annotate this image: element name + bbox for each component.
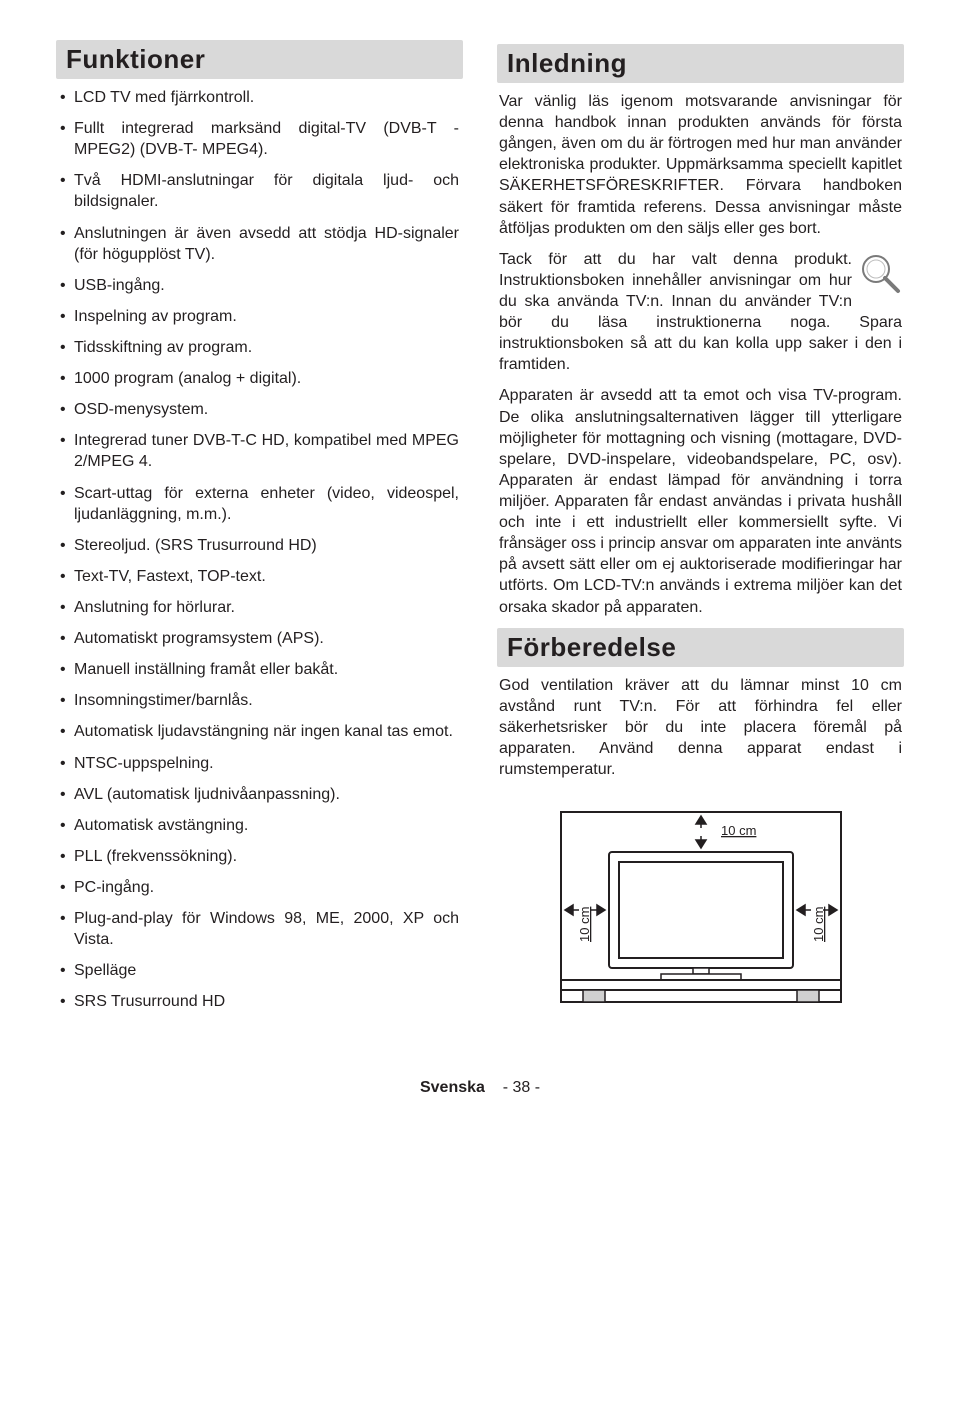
ventilation-diagram: 10 cm 10 cm [497,802,904,1022]
diagram-label-top: 10 cm [721,823,756,838]
list-item: Text-TV, Fastext, TOP-text. [60,566,459,587]
list-item: OSD-menysystem. [60,399,459,420]
list-item: SRS Trusurround HD [60,991,459,1012]
footer-language: Svenska [420,1079,485,1096]
two-column-layout: Funktioner LCD TV med fjärrkontroll. Ful… [56,40,904,1023]
list-item: Inspelning av program. [60,306,459,327]
list-item: Scart-uttag för externa enheter (video, … [60,483,459,525]
list-item: AVL (automatisk ljudnivåanpassning). [60,784,459,805]
list-item: Anslutning for hörlurar. [60,597,459,618]
list-item: Anslutningen är även avsedd att stödja H… [60,223,459,265]
list-item: Automatisk avstängning. [60,815,459,836]
list-item: PC-ingång. [60,877,459,898]
list-item: Plug-and-play för Windows 98, ME, 2000, … [60,908,459,950]
intro-paragraph-1: Var vänlig läs igenom motsvarande anvisn… [497,91,904,239]
list-item: Stereoljud. (SRS Trusurround HD) [60,535,459,556]
list-item: Spelläge [60,960,459,981]
list-item: Automatiskt programsystem (APS). [60,628,459,649]
right-column: Inledning Var vänlig läs igenom motsvara… [497,40,904,1022]
footer-page-number: - 38 - [503,1079,540,1096]
list-item: LCD TV med fjärrkontroll. [60,87,459,108]
list-item: Automatisk ljudavstängning när ingen kan… [60,721,459,742]
list-item: Tidsskiftning av program. [60,337,459,358]
list-item: Integrerad tuner DVB-T-C HD, kompatibel … [60,430,459,472]
diagram-label-left: 10 cm [577,907,592,942]
list-item: PLL (frekvenssökning). [60,846,459,867]
list-item: NTSC-uppspelning. [60,753,459,774]
left-column: Funktioner LCD TV med fjärrkontroll. Ful… [56,40,463,1023]
list-item: Fullt integrerad marksänd digital-TV (DV… [60,118,459,160]
section-title-inledning: Inledning [497,44,904,83]
intro-paragraph-2: Tack för att du har valt denna produkt. … [497,249,904,376]
intro-paragraph-2-text: Tack för att du har valt denna produkt. … [499,251,902,374]
list-item: USB-ingång. [60,275,459,296]
list-item: Två HDMI-anslutningar för digitala ljud-… [60,170,459,212]
feature-list: LCD TV med fjärrkontroll. Fullt integrer… [56,87,463,1013]
page: Funktioner LCD TV med fjärrkontroll. Ful… [0,0,960,1127]
diagram-label-right: 10 cm [811,907,826,942]
intro-paragraph-3: Apparaten är avsedd att ta emot och visa… [497,385,904,617]
section-title-forberedelse: Förberedelse [497,628,904,667]
section-title-funktioner: Funktioner [56,40,463,79]
list-item: Insomningstimer/barnlås. [60,690,459,711]
page-footer: Svenska - 38 - [56,1079,904,1097]
prep-paragraph-1: God ventilation kräver att du lämnar min… [497,675,904,781]
list-item: 1000 program (analog + digital). [60,368,459,389]
list-item: Manuell inställning framåt eller bakåt. [60,659,459,680]
magnifier-icon [858,251,902,301]
